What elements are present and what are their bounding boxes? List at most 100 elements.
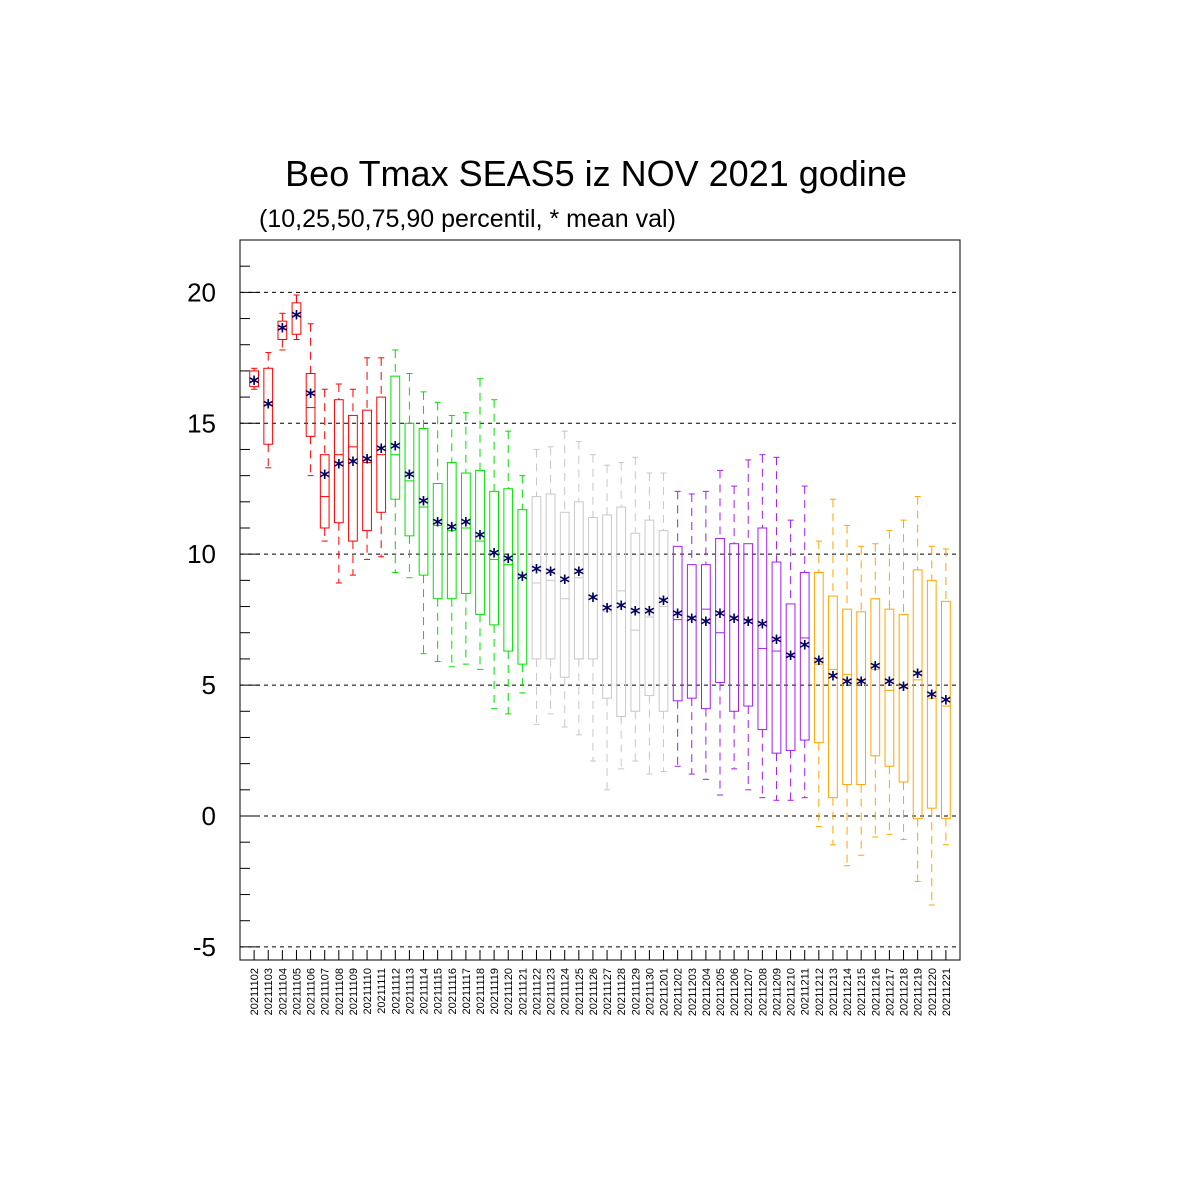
mean-marker: * xyxy=(602,599,613,623)
box-20211129 xyxy=(630,456,641,762)
mean-marker: * xyxy=(305,384,316,408)
box-20211114 xyxy=(418,391,429,655)
x-tick-label: 20211125 xyxy=(574,968,586,1015)
mean-marker: * xyxy=(630,602,641,626)
x-tick-label: 20211218 xyxy=(899,968,911,1016)
box-20211130 xyxy=(644,472,655,775)
iqr-box xyxy=(715,537,725,683)
box-20211210 xyxy=(785,519,796,801)
mean-marker: * xyxy=(927,686,938,710)
x-tick-label: 20211121 xyxy=(517,968,529,1015)
box-20211104 xyxy=(277,312,288,351)
iqr-box xyxy=(842,608,852,786)
x-tick-label: 20211219 xyxy=(913,968,925,1016)
mean-marker: * xyxy=(559,570,570,594)
mean-marker: * xyxy=(785,646,796,670)
iqr-box xyxy=(630,532,641,712)
x-tick-label: 20211217 xyxy=(884,968,896,1016)
iqr-box xyxy=(616,506,627,718)
x-tick-label: 20211201 xyxy=(659,968,671,1016)
box-20211116 xyxy=(446,414,457,668)
y-tick-label: 20 xyxy=(187,277,216,307)
iqr-box xyxy=(644,519,655,697)
x-tick-label: 20211206 xyxy=(729,968,741,1016)
iqr-box xyxy=(418,428,429,576)
box-20211111 xyxy=(376,357,387,558)
iqr-box xyxy=(926,579,937,809)
iqr-box xyxy=(517,509,528,665)
iqr-box xyxy=(390,375,401,500)
mean-marker: * xyxy=(701,612,712,636)
iqr-box xyxy=(856,611,867,786)
mean-marker: * xyxy=(729,610,740,634)
mean-marker: * xyxy=(757,615,768,639)
iqr-box xyxy=(602,514,612,699)
x-tick-label: 20211214 xyxy=(842,968,854,1016)
iqr-box xyxy=(475,469,485,615)
mean-marker: * xyxy=(842,672,853,696)
mean-marker: * xyxy=(799,636,810,660)
mean-marker: * xyxy=(461,513,472,537)
x-tick-label: 20211213 xyxy=(828,968,840,1016)
iqr-box xyxy=(277,320,288,340)
mean-marker: * xyxy=(390,437,401,461)
mean-marker: * xyxy=(475,526,486,550)
iqr-box xyxy=(828,595,838,799)
box-20211117 xyxy=(461,412,471,665)
box-20211209 xyxy=(771,456,782,801)
box-20211126 xyxy=(588,454,598,762)
x-tick-label: 20211203 xyxy=(687,968,699,1016)
mean-marker: * xyxy=(658,591,669,615)
x-tick-label: 20211113 xyxy=(404,968,416,1015)
mean-marker: * xyxy=(644,602,655,626)
x-tick-label: 20211122 xyxy=(531,968,543,1015)
box-20211124 xyxy=(559,430,570,728)
mean-marker: * xyxy=(941,691,952,715)
iqr-box xyxy=(898,613,909,783)
x-tick-label: 20211215 xyxy=(856,968,868,1016)
mean-marker: * xyxy=(249,371,260,395)
box-20211128 xyxy=(616,462,627,770)
box-20211102 xyxy=(249,367,259,390)
mean-marker: * xyxy=(376,439,387,463)
iqr-box xyxy=(884,608,895,767)
box-20211204 xyxy=(701,490,711,780)
mean-marker: * xyxy=(743,612,754,636)
iqr-box xyxy=(249,370,259,388)
box-20211205 xyxy=(715,469,725,796)
mean-marker: * xyxy=(503,549,514,573)
box-20211221 xyxy=(941,548,951,846)
iqr-box xyxy=(799,572,810,741)
x-tick-label: 20211114 xyxy=(419,968,431,1015)
iqr-box xyxy=(503,488,514,652)
x-tick-label: 20211119 xyxy=(489,968,501,1015)
iqr-box xyxy=(362,409,372,532)
mean-marker: * xyxy=(588,589,599,613)
x-tick-label: 20211210 xyxy=(786,968,798,1016)
iqr-box xyxy=(404,422,415,537)
iqr-box xyxy=(813,572,824,744)
x-tick-label: 20211123 xyxy=(546,968,558,1015)
box-20211219 xyxy=(912,496,923,882)
iqr-box xyxy=(461,472,471,594)
box-20211119 xyxy=(489,399,499,710)
x-tick-label: 20211111 xyxy=(376,968,388,1014)
x-tick-label: 20211128 xyxy=(616,968,628,1015)
x-tick-label: 20211208 xyxy=(757,968,769,1016)
x-tick-label: 20211127 xyxy=(602,968,614,1015)
box-20211213 xyxy=(828,498,838,846)
x-tick-label: 20211107 xyxy=(320,968,332,1015)
box-20211207 xyxy=(743,459,754,791)
mean-marker: * xyxy=(263,395,274,419)
iqr-box xyxy=(489,490,499,626)
box-20211125 xyxy=(573,441,584,736)
mean-marker: * xyxy=(687,610,698,634)
box-20211103 xyxy=(263,352,274,469)
box-20211206 xyxy=(729,485,739,770)
mean-marker: * xyxy=(517,568,528,592)
box-20211212 xyxy=(813,540,824,827)
box-20211115 xyxy=(432,401,443,663)
box-20211214 xyxy=(842,524,852,867)
mean-marker: * xyxy=(856,672,867,696)
